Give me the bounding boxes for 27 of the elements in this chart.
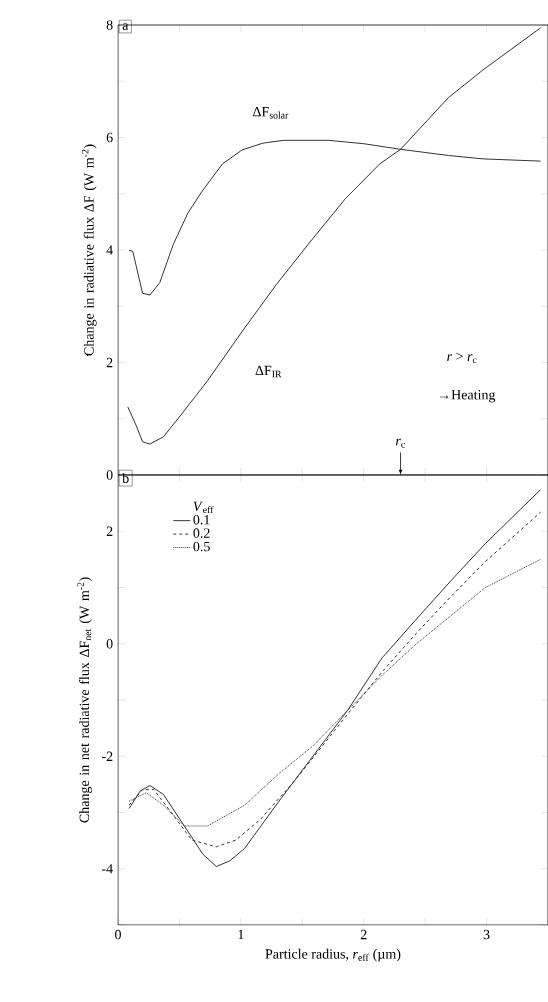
annotation: →Heating	[439, 390, 496, 403]
legend-label: 0.1	[193, 514, 210, 525]
y-tick-label: 2	[106, 526, 113, 536]
x-tick-label: 1	[238, 929, 244, 940]
annotation: r > r$_{c}$	[447, 352, 477, 364]
y-tick-label: -2	[101, 751, 113, 761]
annotation: ΔF$_{IR}$	[255, 365, 282, 378]
annotation: ΔF$_{solar}$	[253, 106, 289, 119]
chart-title: a	[122, 23, 129, 30]
y-tick-label: 6	[106, 132, 113, 143]
y-axis-title: Change in net radiative flux ΔF$_{net}$ (W m$^{-2}$)	[77, 577, 92, 823]
y-tick-label: 0	[106, 470, 113, 480]
x-tick-label: 0	[115, 929, 121, 940]
x-tick-label: 3	[483, 929, 490, 940]
legend-label: 0.5	[193, 541, 210, 552]
y-tick-label: 2	[106, 357, 113, 368]
y-tick-label: 8	[106, 20, 113, 30]
chart-title: b	[122, 473, 129, 484]
y-axis-title: Change in radiative flux ΔF (W m$^{-2}$)	[81, 144, 97, 356]
legend-label: 0.2	[193, 528, 210, 538]
y-tick-label: 0	[106, 639, 113, 649]
x-axis-title: Particle radius, r$_{eff}$ (µm)	[265, 948, 401, 962]
legend-title: V$_{eff}$	[193, 501, 214, 514]
ref-line-label: r$_{c}$	[395, 438, 405, 448]
x-tick-label: 2	[360, 929, 367, 940]
y-tick-label: 4	[106, 245, 113, 255]
y-tick-label: -4	[101, 864, 113, 874]
